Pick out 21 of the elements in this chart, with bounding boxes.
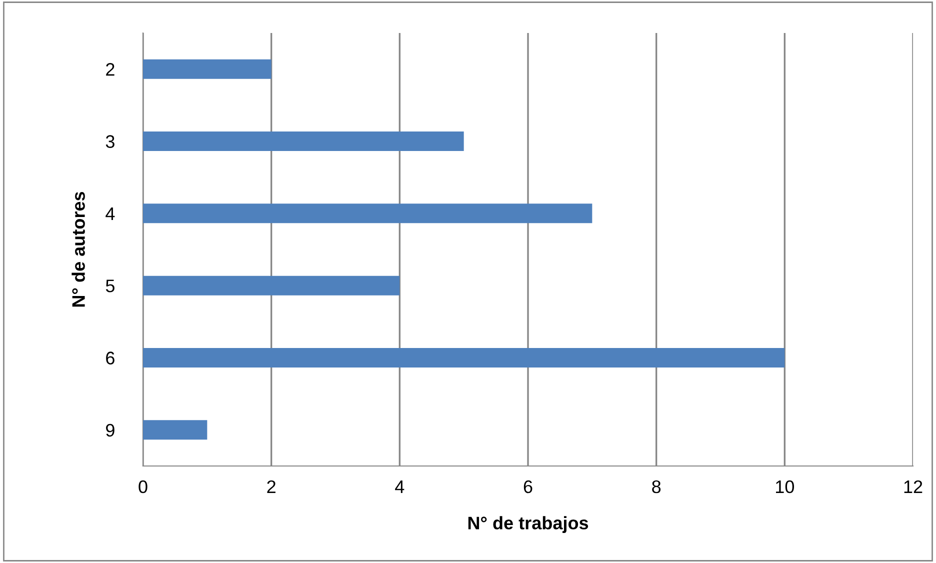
y-tick-label: 9 [106, 424, 114, 437]
bar [143, 132, 464, 151]
x-tick-label: 4 [395, 480, 404, 493]
y-tick-label: 6 [106, 352, 114, 364]
bar [143, 59, 272, 79]
x-tick-label: 0 [138, 480, 148, 494]
y-tick-label: 4 [106, 208, 115, 220]
y-tick-label: 2 [106, 63, 114, 76]
bar [143, 204, 592, 224]
y-axis-title: N° de autores [72, 192, 85, 307]
x-tick-label: 10 [776, 480, 794, 494]
x-tick-label: 6 [524, 480, 532, 494]
bar [143, 420, 208, 440]
bar [143, 348, 785, 368]
y-tick-label: 3 [106, 135, 114, 148]
x-axis-title: N° de trabajos [468, 516, 588, 533]
bar [143, 276, 400, 296]
x-tick-label: 8 [652, 480, 661, 494]
y-tick-label: 5 [106, 280, 114, 292]
x-tick-label: 2 [267, 480, 276, 493]
x-tick-label: 12 [904, 480, 922, 493]
